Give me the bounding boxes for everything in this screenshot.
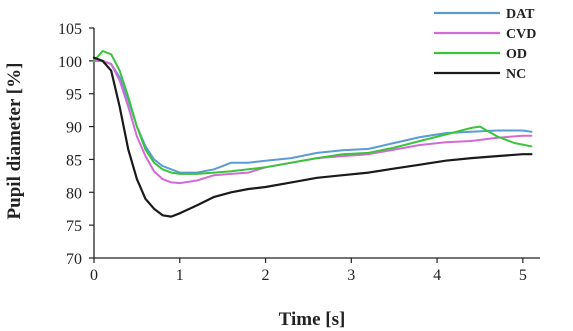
legend-label-dat: DAT (506, 7, 535, 22)
series-line-nc (92, 56, 533, 218)
legend: DAT CVD OD NC (434, 7, 536, 82)
x-tick-label: 5 (519, 267, 527, 284)
y-tick-label: 70 (66, 251, 82, 268)
y-tick-label: 105 (58, 21, 82, 38)
series-layer (92, 50, 533, 218)
series-line-dat (93, 59, 533, 174)
y-tick-label: 75 (66, 218, 82, 235)
series-line-od (93, 50, 533, 175)
x-axis-title: Time [s] (279, 309, 346, 330)
y-tick-label: 80 (66, 185, 82, 202)
y-tick-label: 85 (66, 152, 82, 169)
legend-label-cvd: CVD (506, 27, 536, 42)
x-tick-label: 4 (433, 267, 441, 284)
y-tick-label: 90 (66, 120, 82, 137)
legend-label-od: OD (506, 47, 527, 62)
axes: 0 1 2 3 4 5 70 75 80 85 90 95 100 105 (58, 21, 540, 284)
x-tick-label: 0 (90, 267, 98, 284)
y-tick-label: 95 (66, 87, 82, 104)
legend-label-nc: NC (506, 67, 526, 82)
series-line-cvd (93, 59, 533, 185)
x-tick-label: 2 (262, 267, 270, 284)
x-tick-label: 1 (176, 267, 184, 284)
x-tick-label: 3 (347, 267, 355, 284)
y-tick-label: 100 (58, 54, 82, 71)
y-axis-title: Pupil diameter [%] (4, 63, 25, 220)
